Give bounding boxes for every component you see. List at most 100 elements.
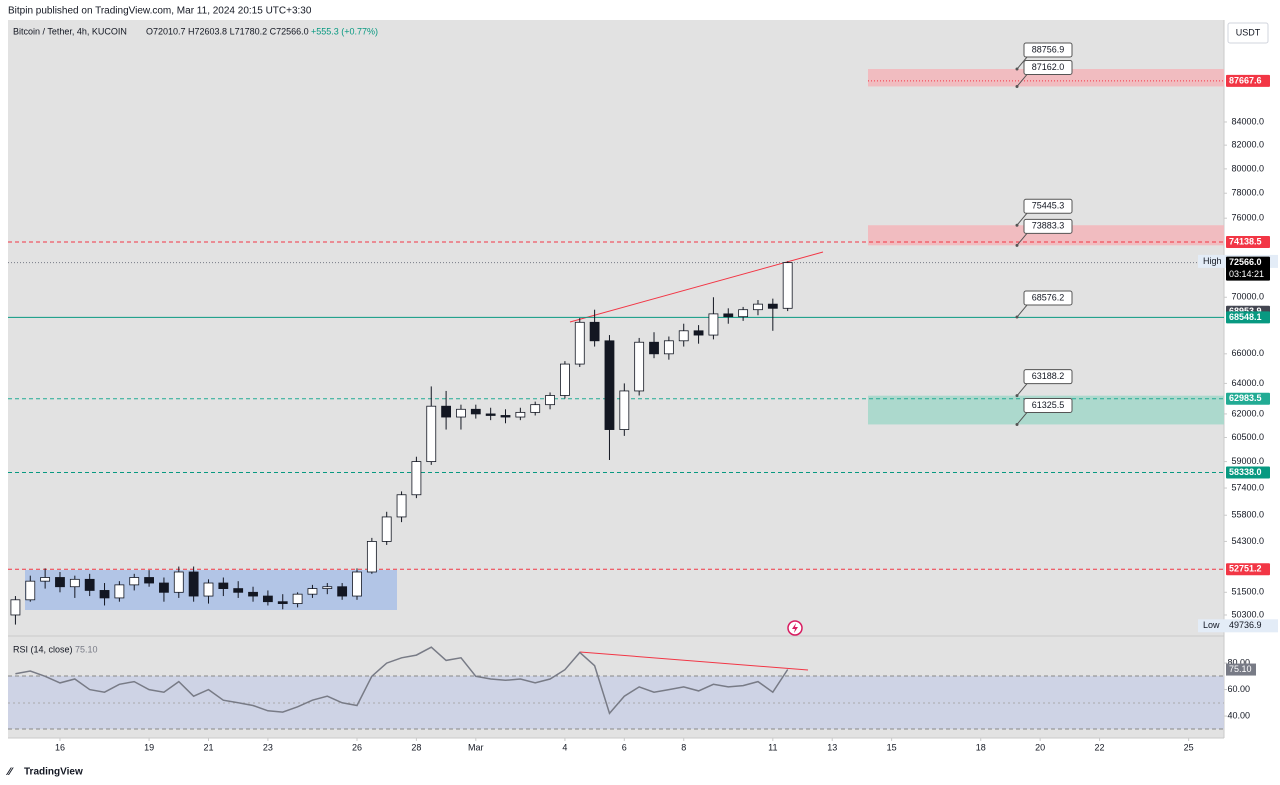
candle-body [500,415,511,418]
callout-label: 73883.3 [1032,221,1065,231]
candle-body [663,340,674,355]
callout-label: 75445.3 [1032,201,1065,211]
x-tick-label: 26 [352,742,362,752]
rsi-tick-label: 40.00 [1227,710,1250,720]
y-tick-label: 60500.0 [1231,432,1264,442]
callout-anchor [1015,243,1019,247]
candle-body [738,309,749,318]
y-tick-label: 62000.0 [1231,408,1264,418]
price-tag [1226,256,1270,281]
x-tick-label: 4 [562,742,567,752]
currency-box[interactable] [1227,22,1269,44]
candle-body [366,541,377,573]
candle-body [782,262,793,309]
y-tick-label: 64000.0 [1231,378,1264,388]
rsi-line [15,646,789,715]
y-tick-label: 54300.0 [1231,536,1264,546]
price-tag-countdown: 03:14:21 [1229,269,1264,279]
candle-body [84,578,95,591]
extreme-value: 49736.9 [1229,620,1262,630]
extreme-tag-bg [1198,619,1278,633]
candle-body [25,580,36,601]
candle-body [99,590,110,599]
candle-body [10,599,21,616]
price-tag [1226,311,1270,324]
x-tick-label: 16 [55,742,65,752]
candle-body [411,461,422,496]
x-tick-label: 23 [263,742,273,752]
candle-body [55,577,65,588]
candle-body [129,577,140,586]
rsi-tag-label: 75.10 [1229,664,1252,674]
candle-body [292,593,303,604]
callout-box [1023,397,1073,413]
rsi-tag [1226,663,1256,676]
candle-body [723,313,734,318]
price-tag-label: 68548.1 [1229,312,1262,322]
callout-anchor [1015,67,1019,71]
x-tick-label: 15 [887,742,897,752]
candle-body [352,571,362,597]
y-tick-label: 78000.0 [1231,188,1264,198]
callout-box [1023,59,1073,75]
y-tick-label: 59000.0 [1231,456,1264,466]
rsi-value: 75.10 [75,644,98,654]
x-tick-label: Mar [468,742,484,752]
publisher: Bitpin published on TradingView.com, Mar… [8,6,312,17]
price-tag [1226,236,1270,249]
callout-label: 88756.9 [1032,44,1065,54]
rsi-tick-label: 60.00 [1227,684,1250,694]
candle-body [753,303,763,311]
callout-label: 63188.2 [1032,371,1065,381]
candle-body [262,595,273,603]
candle-body [693,330,704,336]
candle-body [159,582,169,593]
callout-pointer [1016,74,1028,87]
price-tag-label: 72566.0 [1229,257,1262,267]
callout-pointer [1016,304,1028,318]
trend-line [569,251,824,323]
chart-title: Bitcoin / Tether, 4h, KUCOIN [13,26,127,36]
zone [868,69,1224,87]
callout-box [1023,290,1073,306]
y-tick-label: 55800.0 [1231,510,1264,520]
price-tag-label: 74138.5 [1229,236,1262,246]
y-tick-label: 57400.0 [1231,482,1264,492]
candle-body [203,582,214,597]
candle-body [574,321,585,365]
x-tick-label: 8 [681,742,686,752]
candle-body [233,588,244,593]
extreme-name: High [1203,256,1222,266]
callout-label: 68576.2 [1032,292,1065,302]
candle-body [426,405,437,463]
plot-background [8,20,1224,738]
candle-body [396,494,407,518]
y-tick-label: 66000.0 [1231,348,1264,358]
x-tick-label: 28 [411,742,421,752]
callout-anchor [1015,315,1019,319]
rsi-trend-line [579,651,809,671]
rsi-tick-label: 80.00 [1227,657,1250,667]
candle-body [485,413,496,416]
callout-pointer [1016,412,1028,425]
change: +555.3 (+0.77%) [311,26,378,36]
callout-pointer [1016,56,1028,70]
candle-body [470,408,481,415]
price-tag-label: 58338.0 [1229,467,1262,477]
brand: TradingView [24,767,83,778]
candle-body [337,586,348,597]
rsi-band [8,676,1224,729]
ohlc: O72010.7 H72603.8 L71780.2 C72566.0 [146,26,309,36]
callout-box [1023,198,1073,214]
candle-body [248,591,258,597]
callout-label: 87162.0 [1032,62,1065,72]
candle-body [708,313,719,336]
candle-body [381,516,392,542]
candle-body [649,341,659,355]
y-tick-label: 70000.0 [1231,292,1264,302]
callout-anchor [1015,394,1019,398]
candle-body [277,601,288,604]
y-tick-label: 80000.0 [1231,163,1264,173]
candle-body [173,571,184,593]
price-tag [1226,563,1270,576]
